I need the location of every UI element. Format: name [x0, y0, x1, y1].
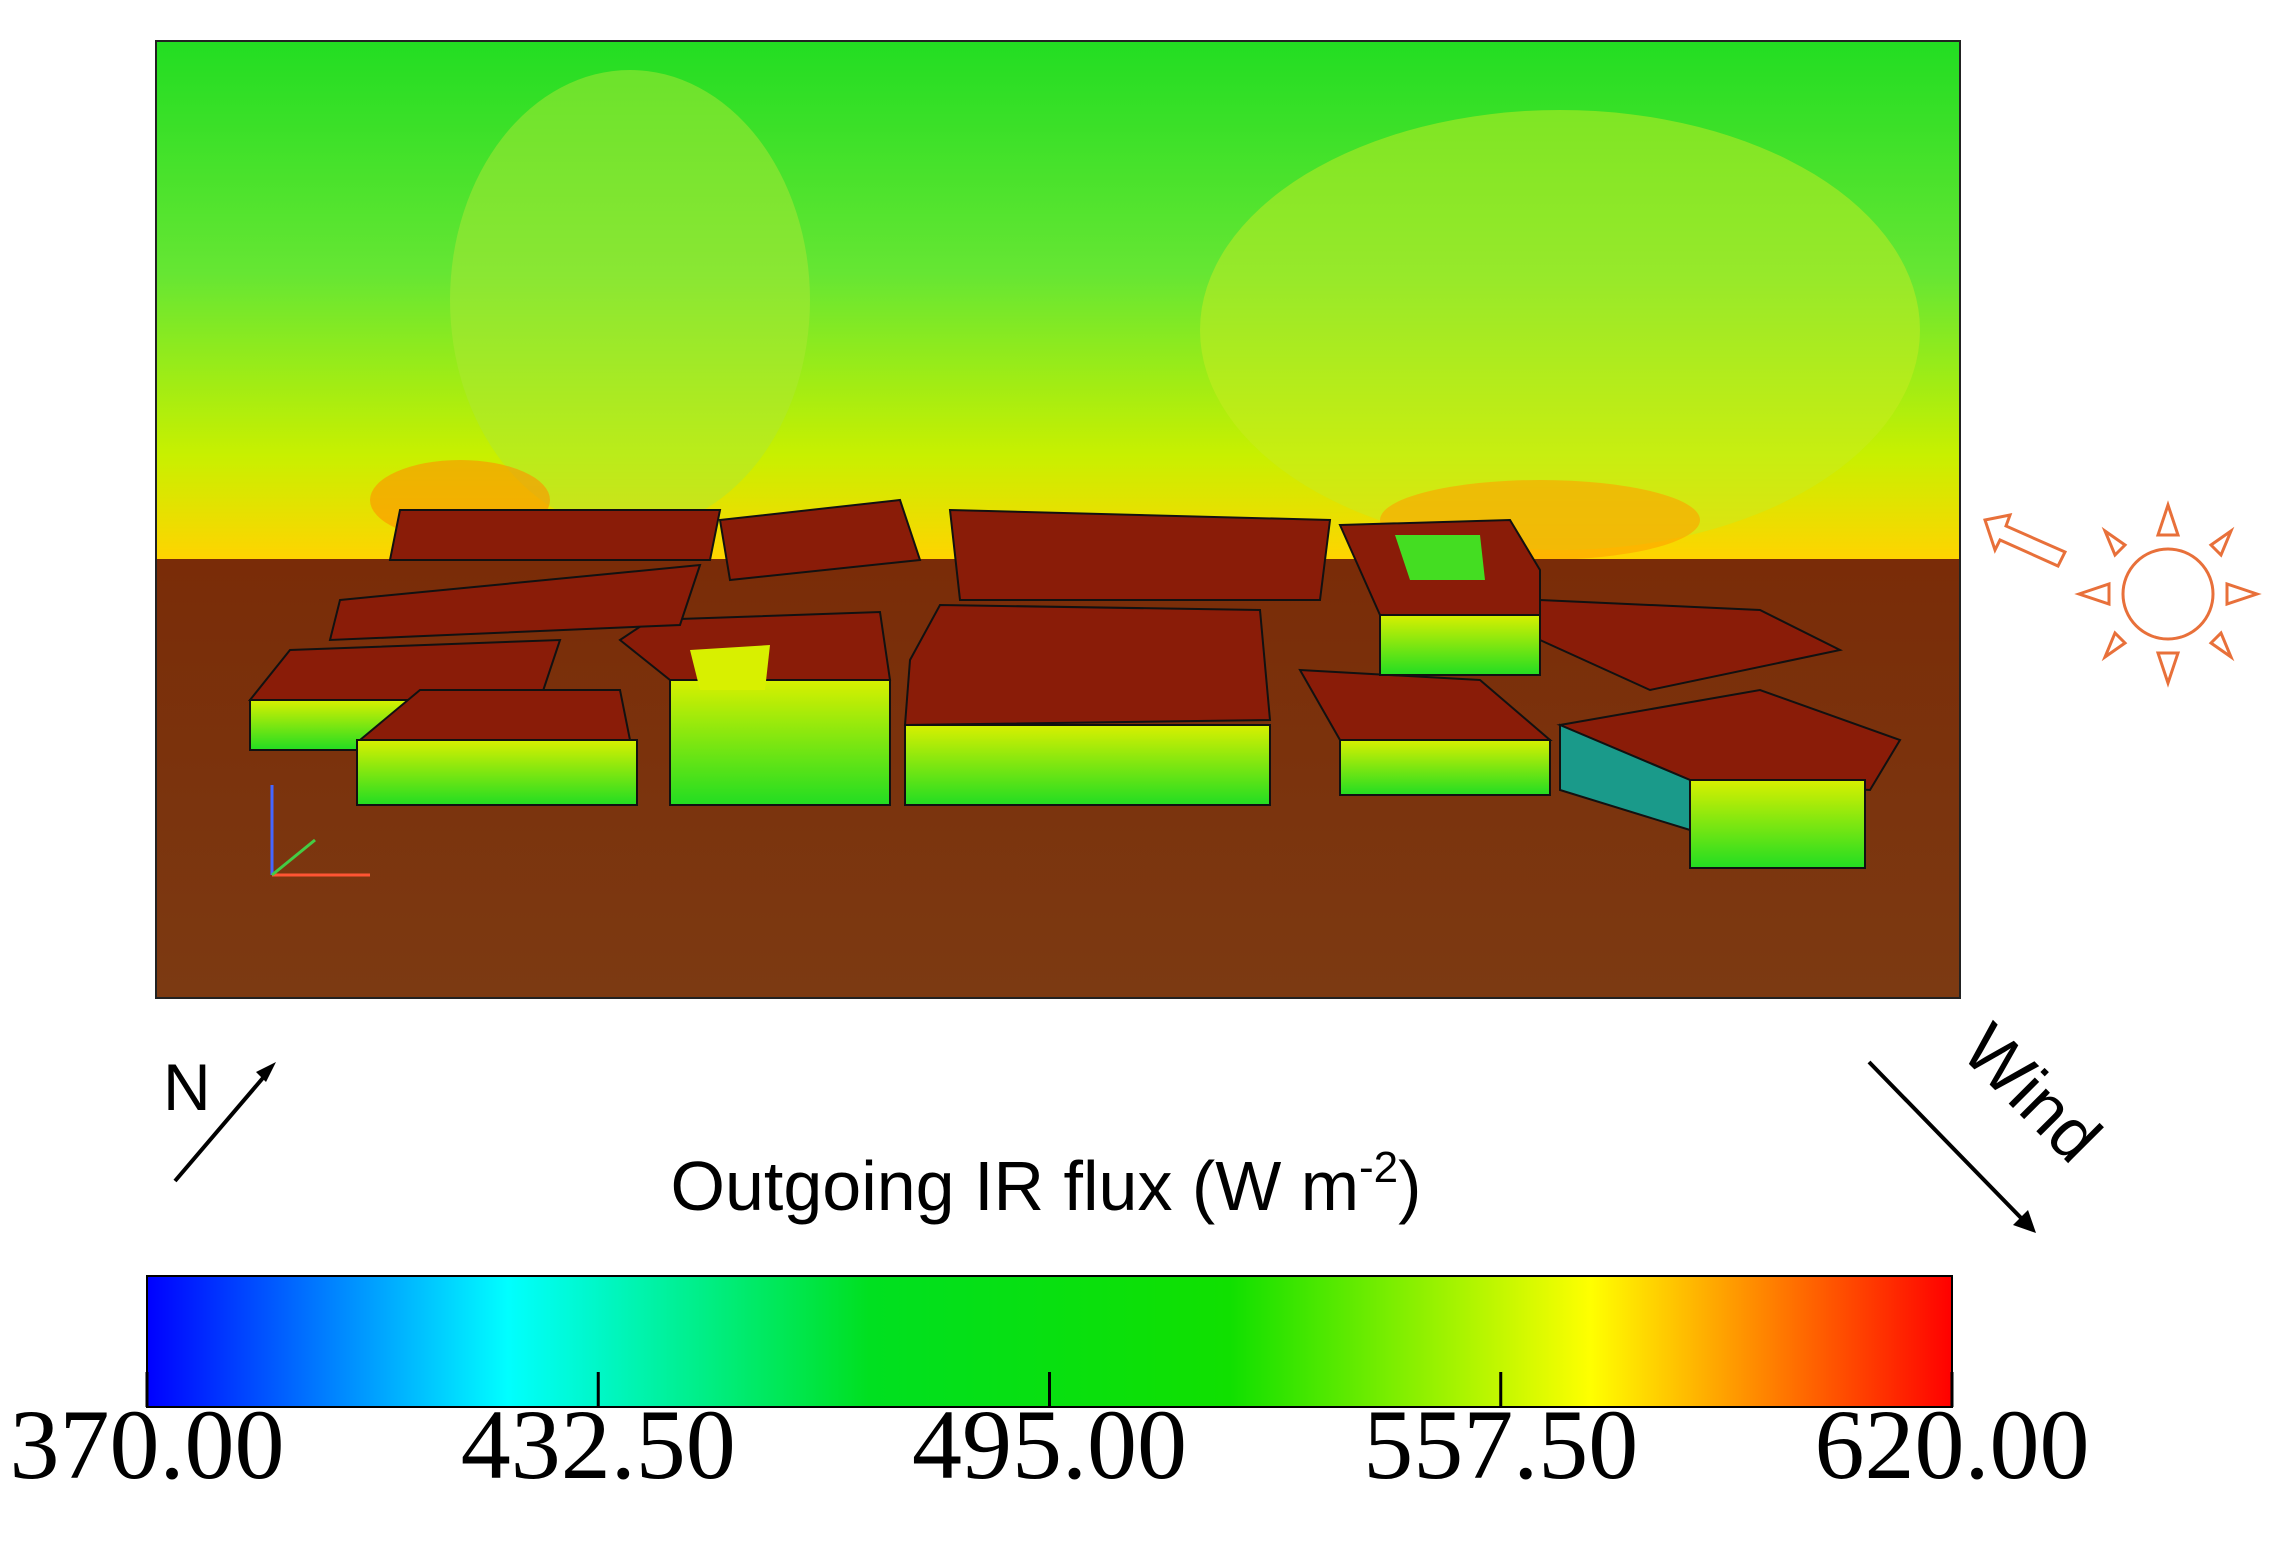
sun-icon [1983, 500, 2262, 688]
tick-label: 620.00 [1815, 1389, 2090, 1500]
wind-arrow-head [2013, 1210, 2036, 1233]
wind-arrow [1867, 1060, 2027, 1224]
wind-label: Wind [1948, 1009, 2116, 1177]
tick-label: 432.50 [461, 1389, 736, 1500]
tick-label: 370.00 [10, 1389, 285, 1500]
render [155, 40, 1961, 999]
north-arrow [173, 1070, 270, 1183]
title-superscript: -2 [1359, 1143, 1398, 1192]
tick-label: 495.00 [912, 1389, 1187, 1500]
north-arrow-head [256, 1062, 276, 1082]
title-main: Outgoing IR flux (W m [671, 1147, 1360, 1225]
colorbar-title: Outgoing IR flux (W m-2) [671, 1143, 1422, 1225]
title-end: ) [1398, 1147, 1421, 1225]
north-label: N [163, 1050, 211, 1124]
tick-label: 557.50 [1363, 1389, 1638, 1500]
